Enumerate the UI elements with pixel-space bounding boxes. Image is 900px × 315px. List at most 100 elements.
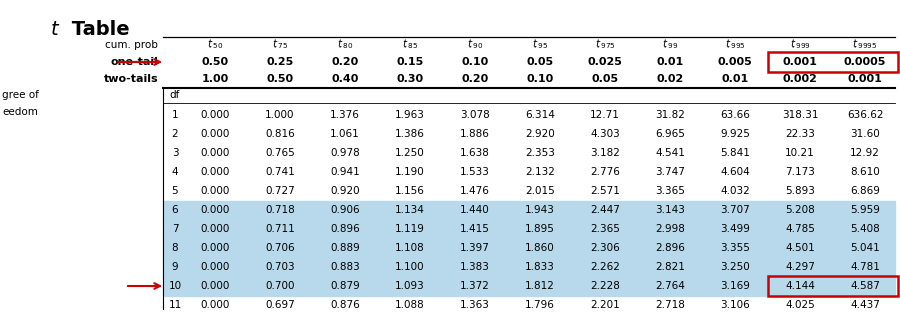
Text: 0.000: 0.000 — [201, 205, 230, 215]
Text: 1.963: 1.963 — [395, 110, 425, 120]
Text: 0.718: 0.718 — [266, 205, 295, 215]
Text: 0.000: 0.000 — [201, 262, 230, 272]
Text: 0.896: 0.896 — [330, 224, 360, 234]
Text: $t_{\!\!.85}$: $t_{\!\!.85}$ — [402, 37, 418, 51]
Text: df: df — [170, 90, 180, 100]
Text: 0.000: 0.000 — [201, 300, 230, 310]
Bar — [163, 257, 895, 277]
Text: 3.707: 3.707 — [720, 205, 750, 215]
Text: 1.415: 1.415 — [460, 224, 490, 234]
Text: 9.925: 9.925 — [720, 129, 750, 139]
Text: 1.372: 1.372 — [460, 281, 490, 291]
Text: 3: 3 — [172, 148, 178, 158]
Text: 4: 4 — [172, 167, 178, 177]
Text: 3.106: 3.106 — [720, 300, 750, 310]
Text: 4.785: 4.785 — [785, 224, 814, 234]
Text: 0.01: 0.01 — [656, 57, 684, 67]
Text: 1: 1 — [172, 110, 178, 120]
Text: 0.000: 0.000 — [201, 148, 230, 158]
Text: 3.365: 3.365 — [655, 186, 685, 196]
Text: 8: 8 — [172, 243, 178, 253]
Text: 10.21: 10.21 — [785, 148, 814, 158]
Text: 11: 11 — [168, 300, 182, 310]
Text: 10: 10 — [168, 281, 182, 291]
Text: 0.941: 0.941 — [330, 167, 360, 177]
Text: 0.30: 0.30 — [396, 74, 424, 84]
Text: two-tails: two-tails — [104, 74, 158, 84]
Text: 0.765: 0.765 — [266, 148, 295, 158]
Text: 1.108: 1.108 — [395, 243, 425, 253]
Text: 0.20: 0.20 — [331, 57, 358, 67]
Text: 0.15: 0.15 — [396, 57, 424, 67]
Bar — [163, 277, 895, 295]
Text: $\it{t}$: $\it{t}$ — [50, 20, 60, 39]
Text: 0.20: 0.20 — [462, 74, 489, 84]
Text: 0.000: 0.000 — [201, 243, 230, 253]
Text: 2.718: 2.718 — [655, 300, 685, 310]
Bar — [163, 238, 895, 257]
Text: 0.700: 0.700 — [266, 281, 295, 291]
Text: Table: Table — [65, 20, 130, 39]
Text: 3.169: 3.169 — [720, 281, 750, 291]
Text: 4.781: 4.781 — [850, 262, 880, 272]
Text: 3.143: 3.143 — [655, 205, 685, 215]
Text: 0.05: 0.05 — [526, 57, 554, 67]
Text: 0.40: 0.40 — [331, 74, 359, 84]
Text: 0.876: 0.876 — [330, 300, 360, 310]
Text: 6.869: 6.869 — [850, 186, 880, 196]
Text: $t_{\!\!.975}$: $t_{\!\!.975}$ — [595, 37, 616, 51]
Text: 0.000: 0.000 — [201, 224, 230, 234]
Text: 0.001: 0.001 — [848, 74, 882, 84]
Text: 4.501: 4.501 — [785, 243, 814, 253]
Text: 0.50: 0.50 — [266, 74, 293, 84]
Text: 0.02: 0.02 — [656, 74, 684, 84]
Text: 0.025: 0.025 — [588, 57, 623, 67]
Text: 1.860: 1.860 — [525, 243, 555, 253]
Text: 0.920: 0.920 — [330, 186, 360, 196]
Text: 5.408: 5.408 — [850, 224, 880, 234]
Text: 1.383: 1.383 — [460, 262, 490, 272]
Text: 1.00: 1.00 — [202, 74, 229, 84]
Text: 0.01: 0.01 — [722, 74, 749, 84]
Text: 3.747: 3.747 — [655, 167, 685, 177]
Text: 4.587: 4.587 — [850, 281, 880, 291]
Text: $t_{\!\!.90}$: $t_{\!\!.90}$ — [467, 37, 483, 51]
Text: 0.741: 0.741 — [266, 167, 295, 177]
Text: 4.303: 4.303 — [590, 129, 620, 139]
Text: cum. prob: cum. prob — [105, 40, 158, 50]
Text: 0.706: 0.706 — [266, 243, 295, 253]
Text: 0.000: 0.000 — [201, 110, 230, 120]
Text: 0.816: 0.816 — [266, 129, 295, 139]
Text: $t_{\!\!.95}$: $t_{\!\!.95}$ — [532, 37, 548, 51]
Text: 0.0005: 0.0005 — [844, 57, 886, 67]
Text: 1.386: 1.386 — [395, 129, 425, 139]
Text: 1.100: 1.100 — [395, 262, 425, 272]
Bar — [768, 276, 897, 296]
Text: eedom: eedom — [2, 107, 38, 117]
Text: 2.353: 2.353 — [525, 148, 555, 158]
Text: 1.440: 1.440 — [460, 205, 490, 215]
Text: 3.250: 3.250 — [720, 262, 750, 272]
Text: $t_{\!\!.995}$: $t_{\!\!.995}$ — [724, 37, 745, 51]
Text: 0.25: 0.25 — [266, 57, 293, 67]
Text: 0.000: 0.000 — [201, 186, 230, 196]
Text: 2.920: 2.920 — [525, 129, 555, 139]
Text: 1.061: 1.061 — [330, 129, 360, 139]
Text: 2: 2 — [172, 129, 178, 139]
Text: 1.376: 1.376 — [330, 110, 360, 120]
Text: 63.66: 63.66 — [720, 110, 750, 120]
Text: 2.447: 2.447 — [590, 205, 620, 215]
Text: 0.883: 0.883 — [330, 262, 360, 272]
Text: 7: 7 — [172, 224, 178, 234]
Text: 1.895: 1.895 — [525, 224, 555, 234]
Text: 0.10: 0.10 — [526, 74, 554, 84]
Text: 1.119: 1.119 — [395, 224, 425, 234]
Text: 4.297: 4.297 — [785, 262, 814, 272]
Text: 5.841: 5.841 — [720, 148, 750, 158]
Text: 1.397: 1.397 — [460, 243, 490, 253]
Text: 318.31: 318.31 — [782, 110, 818, 120]
Text: gree of: gree of — [2, 90, 39, 100]
Text: 0.000: 0.000 — [201, 167, 230, 177]
Text: 3.078: 3.078 — [460, 110, 490, 120]
Text: $t_{\!\!.99}$: $t_{\!\!.99}$ — [662, 37, 678, 51]
